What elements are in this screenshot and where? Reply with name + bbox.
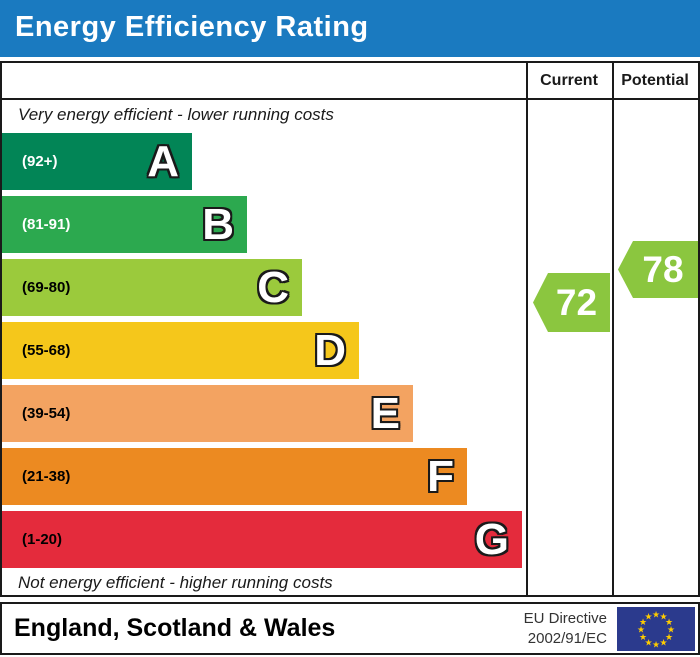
column-header-potential: Potential — [621, 72, 689, 89]
page-title: Energy Efficiency Rating — [0, 0, 700, 57]
eu-directive-label: EU Directive 2002/91/EC — [524, 609, 607, 648]
eu-directive-line1: EU Directive — [523, 610, 607, 627]
current-value-pointer: 72 — [533, 273, 610, 332]
band-c-range: (69-80) — [22, 279, 71, 296]
svg-text:★: ★ — [639, 633, 647, 643]
eu-flag-icon: ★ ★ ★ ★ ★ ★ ★ ★ ★ ★ ★ ★ — [617, 606, 695, 651]
svg-text:★: ★ — [644, 612, 652, 622]
rating-table: Current Potential Very energy efficient … — [0, 61, 700, 597]
svg-text:★: ★ — [644, 638, 652, 648]
band-b-range: (81-91) — [22, 216, 71, 233]
footer-bar: England, Scotland & Wales EU Directive 2… — [0, 602, 700, 655]
svg-text:★: ★ — [639, 618, 647, 628]
bottom-caption: Not energy efficient - higher running co… — [18, 573, 333, 592]
band-a-letter: A — [147, 136, 179, 186]
band-c: (69-80) C — [2, 259, 302, 316]
band-g: (1-20) G — [2, 511, 522, 568]
svg-text:★: ★ — [665, 633, 673, 643]
potential-value: 78 — [642, 248, 684, 290]
top-caption: Very energy efficient - lower running co… — [18, 105, 334, 124]
eu-directive-line2: 2002/91/EC — [527, 629, 607, 647]
band-e-range: (39-54) — [22, 405, 71, 422]
band-b-letter: B — [202, 199, 234, 249]
band-e-letter: E — [370, 388, 400, 438]
band-g-range: (1-20) — [22, 531, 63, 548]
potential-column-divider — [612, 63, 614, 595]
band-a: (92+) A — [2, 133, 192, 190]
band-f-range: (21-38) — [22, 468, 71, 485]
band-d-letter: D — [314, 325, 346, 375]
potential-pointer-shape — [618, 241, 698, 298]
svg-text:★: ★ — [652, 640, 660, 650]
svg-text:★: ★ — [659, 612, 667, 622]
region-label: England, Scotland & Wales — [14, 614, 336, 642]
svg-text:★: ★ — [665, 618, 673, 628]
current-column-divider — [526, 63, 528, 595]
band-e: (39-54) E — [2, 385, 413, 442]
band-d: (55-68) D — [2, 322, 359, 379]
potential-value-pointer: 78 — [618, 241, 698, 298]
band-d-range: (55-68) — [22, 342, 71, 359]
svg-text:★: ★ — [667, 625, 675, 635]
band-f-letter: F — [427, 451, 454, 501]
svg-text:★: ★ — [659, 638, 667, 648]
band-a-range: (92+) — [22, 153, 58, 170]
band-c-letter: C — [257, 262, 289, 312]
current-value: 72 — [555, 281, 598, 323]
current-pointer-shape — [533, 273, 610, 332]
svg-text:★: ★ — [637, 625, 645, 635]
band-f: (21-38) F — [2, 448, 467, 505]
column-header-current: Current — [540, 72, 598, 89]
band-b: (81-91) B — [2, 196, 247, 253]
band-g-letter: G — [474, 514, 509, 564]
header-divider — [2, 98, 698, 100]
svg-text:★: ★ — [652, 610, 660, 620]
